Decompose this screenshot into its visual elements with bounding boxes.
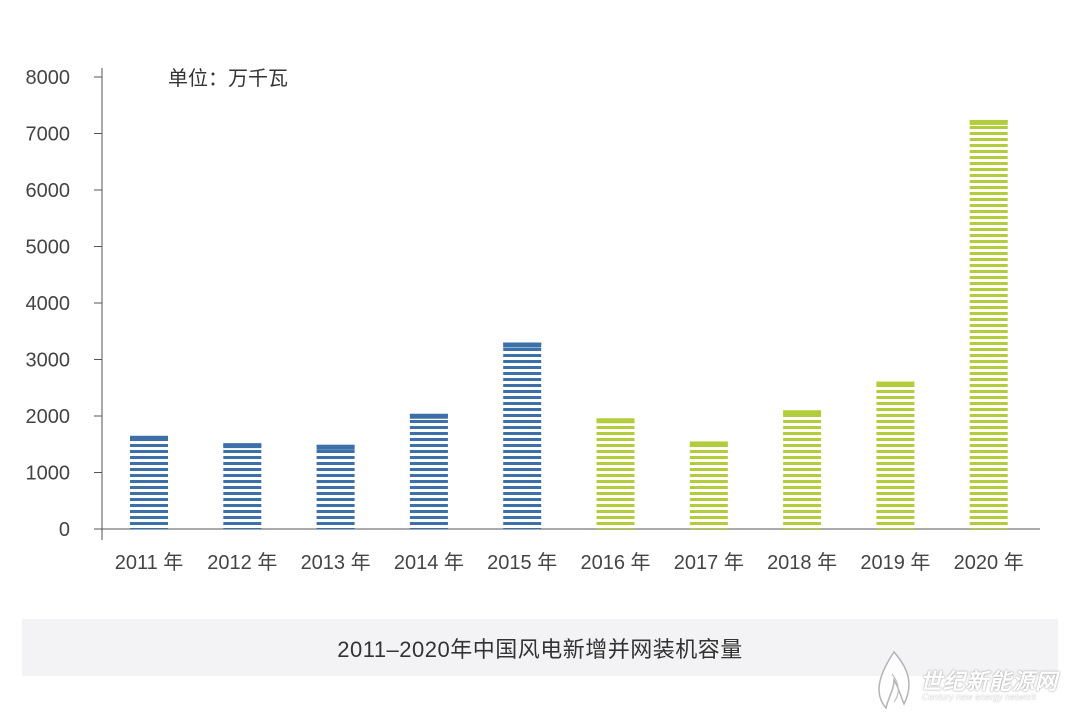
bar-body <box>503 342 542 529</box>
x-tick-label: 2019 年 <box>860 551 930 574</box>
bar-body <box>969 119 1008 529</box>
bar-cap <box>876 381 915 387</box>
bar-10 <box>969 119 1008 529</box>
y-tick-label: 5000 <box>26 237 71 259</box>
x-tick-label: 2017 年 <box>674 551 744 574</box>
y-tick-label: 4000 <box>26 293 71 315</box>
bar-cap <box>503 342 542 348</box>
bar-3 <box>316 444 355 529</box>
x-tick-label: 2011 年 <box>115 551 184 574</box>
x-tick-label: 2018 年 <box>767 551 837 574</box>
bar-body <box>689 441 728 529</box>
bar-1 <box>130 435 168 529</box>
watermark: 世纪新能源网 Century new energy network <box>864 646 1074 716</box>
bar-cap <box>969 119 1008 125</box>
bar-cap <box>409 413 448 419</box>
unit-label: 单位：万千瓦 <box>168 67 288 90</box>
y-tick-label: 0 <box>59 519 70 541</box>
bar-body <box>596 418 635 529</box>
bar-cap <box>783 410 822 416</box>
bar-5 <box>503 342 542 529</box>
bar-body <box>783 410 822 529</box>
y-tick-label: 2000 <box>26 406 71 428</box>
bar-body <box>409 413 448 529</box>
bar-body <box>316 444 355 529</box>
bar-cap <box>596 418 635 424</box>
bar-cap <box>689 441 728 447</box>
bar-6 <box>596 418 635 529</box>
bar-8 <box>783 410 822 529</box>
x-tick-label: 2013 年 <box>301 551 371 574</box>
x-tick-label: 2012 年 <box>207 551 277 574</box>
flame-logo-icon <box>878 650 910 710</box>
bar-body <box>876 381 915 529</box>
x-tick-label: 2015 年 <box>487 551 557 574</box>
bar-body <box>130 435 168 529</box>
bar-cap <box>130 435 168 441</box>
y-tick-label: 3000 <box>26 350 71 372</box>
bar-4 <box>409 413 448 529</box>
y-tick-label: 8000 <box>26 67 71 89</box>
x-tick-label: 2016 年 <box>580 551 650 574</box>
bar-7 <box>689 441 728 529</box>
y-tick-label: 7000 <box>26 124 71 146</box>
y-tick-label: 6000 <box>26 180 71 202</box>
bar-9 <box>876 381 915 529</box>
y-tick-label: 1000 <box>26 463 71 485</box>
bar-2 <box>223 443 262 529</box>
bar-cap <box>223 443 262 449</box>
watermark-name: 世纪新能源网 <box>920 669 1059 694</box>
bar-chart: 0 1000 2000 3000 4000 5000 6000 7000 8000 2011 年… <box>26 67 1040 574</box>
watermark-sub: Century new energy network <box>922 692 1037 702</box>
x-tick-label: 2020 年 <box>954 551 1024 574</box>
bar-cap <box>316 444 355 450</box>
chart-caption: 2011–2020年中国风电新增并网装机容量 <box>337 636 743 662</box>
x-tick-label: 2014 年 <box>394 551 464 574</box>
bar-body <box>223 443 262 529</box>
